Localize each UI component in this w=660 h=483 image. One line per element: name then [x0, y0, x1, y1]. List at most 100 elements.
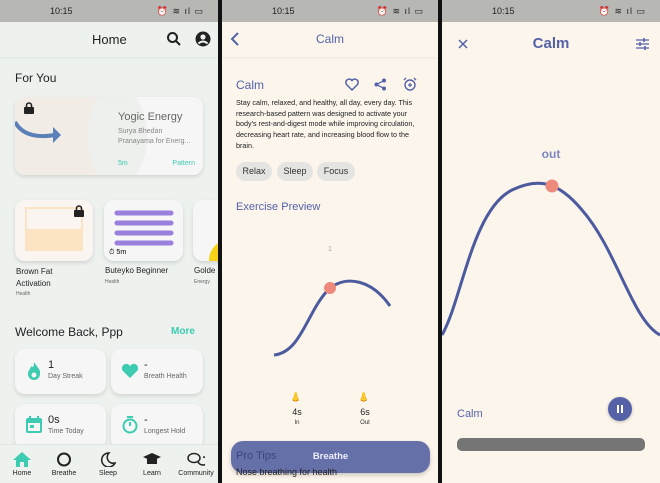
stat-value: -: [144, 359, 148, 371]
nav-label: Community: [178, 470, 214, 477]
featured-title: Yogic Energy: [118, 111, 183, 123]
status-time: 10:15: [50, 6, 73, 16]
nav-community[interactable]: Community: [174, 452, 218, 477]
graduation-cap-icon: [143, 453, 161, 464]
more-link[interactable]: More: [171, 326, 195, 337]
card-duration: ⏱ 5m: [106, 249, 130, 257]
featured-duration: 5m: [118, 160, 128, 167]
pattern-title: Calm: [236, 78, 265, 92]
search-icon[interactable]: [166, 31, 182, 47]
stat-value: 0s: [48, 414, 60, 426]
status-bar: 10:15 ⏰ ≋ ıl ▭: [442, 0, 660, 22]
lock-icon: [74, 205, 84, 217]
status-bar: 10:15 ⏰ ≋ ıl ▭: [222, 0, 438, 22]
status-icons: ⏰ ≋ ıl ▭: [598, 6, 646, 16]
card-buteyko[interactable]: ⏱ 5m: [104, 200, 183, 261]
divider: [438, 0, 442, 483]
nav-learn[interactable]: Learn: [130, 452, 174, 477]
featured-card[interactable]: Yogic Energy Surya Bhedan Pranayama for …: [15, 97, 203, 175]
phase-label: out: [541, 147, 561, 161]
card-category: Health: [16, 291, 31, 297]
detail-screen: 10:15 ⏰ ≋ ıl ▭ Calm Calm Stay calm, relax…: [222, 0, 438, 483]
lock-icon: [24, 102, 34, 114]
stat-label: Day Streak: [48, 373, 83, 380]
nav-label: Breathe: [51, 470, 77, 477]
nav-label: Home: [12, 470, 32, 477]
session-label: Calm: [457, 408, 483, 420]
nav-sleep[interactable]: Sleep: [86, 452, 130, 477]
inhale-nose-icon: 👃: [290, 392, 302, 402]
heart-icon: [121, 363, 139, 378]
alarm-add-icon[interactable]: [403, 77, 417, 91]
tag-sleep[interactable]: Sleep: [277, 162, 313, 181]
card-art: [114, 210, 174, 246]
progress-dot: [324, 282, 336, 294]
nav-label: Sleep: [99, 470, 117, 477]
pause-icon: [617, 405, 623, 413]
breathe-button[interactable]: Breathe: [231, 441, 430, 473]
bottom-nav: [0, 444, 218, 483]
stat-value: 1: [48, 359, 55, 371]
card-category: Health: [105, 279, 120, 285]
stat-longest-hold: - Longest Hold: [111, 404, 203, 449]
chat-bubbles-icon: [187, 452, 205, 466]
preview-cycle-count: 1: [328, 246, 332, 253]
nav-home[interactable]: Home: [0, 452, 44, 477]
account-icon[interactable]: [195, 31, 211, 47]
tip-title: Nose breathing for health: [236, 467, 338, 477]
card-title: Brown Fat Activation: [16, 267, 53, 288]
home-screen: 10:15 ⏰ ≋ ıl ▭ Home For You Yogic Energy …: [0, 0, 218, 483]
pause-button[interactable]: [608, 397, 632, 421]
card-golden[interactable]: [193, 200, 218, 261]
breath-curve-preview: [273, 279, 392, 357]
session-title: Calm: [532, 35, 570, 52]
inhale-label: In: [294, 420, 300, 426]
calendar-icon: [26, 416, 42, 433]
stopwatch-icon: [122, 416, 138, 434]
exhale-label: Out: [360, 420, 370, 426]
card-art: [25, 207, 83, 251]
home-icon: [13, 452, 31, 467]
tag-relax[interactable]: Relax: [236, 162, 272, 181]
exhale-duration: 6s: [360, 407, 370, 417]
session-progress-bar: [457, 438, 645, 451]
breathe-icon: [57, 452, 71, 467]
app-header: Calm: [222, 22, 438, 57]
inhale-duration: 4s: [292, 407, 302, 417]
heart-outline-icon[interactable]: [345, 78, 359, 91]
close-icon[interactable]: [458, 39, 468, 49]
card-category: Energy: [194, 279, 210, 285]
page-title: Home: [92, 32, 127, 47]
featured-subtitle: Surya Bhedan Pranayama for Energ...: [118, 128, 191, 145]
breath-curve: [442, 179, 660, 337]
arrow-icon: [15, 120, 61, 143]
stat-breath-health: - Breath Health: [111, 349, 203, 394]
nav-breathe[interactable]: Breathe: [42, 452, 86, 477]
session-screen: 10:15 ⏰ ≋ ıl ▭ Calm out Calm: [442, 0, 660, 483]
card-title: Golde: [194, 266, 216, 275]
pattern-description: Stay calm, relaxed, and healthy, all day…: [236, 98, 415, 150]
status-icons: ⏰ ≋ ıl ▭: [376, 6, 424, 16]
exercise-preview-title: Exercise Preview: [236, 201, 321, 213]
section-title-for-you: For You: [15, 71, 57, 85]
progress-dot: [545, 179, 559, 193]
duration-text: 5m: [116, 249, 127, 256]
stat-label: Time Today: [48, 428, 84, 435]
tag-focus[interactable]: Focus: [317, 162, 355, 181]
nav-label: Learn: [143, 470, 161, 477]
share-icon[interactable]: [374, 78, 387, 91]
flame-icon: [28, 362, 41, 380]
timer-icon: ⏱: [109, 249, 115, 256]
back-icon[interactable]: [230, 32, 240, 46]
featured-type: Pattern: [172, 160, 195, 167]
app-header: Home: [0, 22, 218, 57]
divider: [218, 0, 222, 483]
status-time: 10:15: [272, 6, 295, 16]
page-title: Calm: [315, 32, 344, 46]
settings-sliders-icon[interactable]: [636, 38, 649, 50]
card-title: Buteyko Beginner: [105, 266, 169, 275]
stat-time-today: 0s Time Today: [15, 404, 106, 449]
card-brown-fat[interactable]: [15, 200, 93, 261]
moon-icon: [100, 452, 116, 467]
exhale-nose-icon: 👃: [358, 392, 370, 402]
